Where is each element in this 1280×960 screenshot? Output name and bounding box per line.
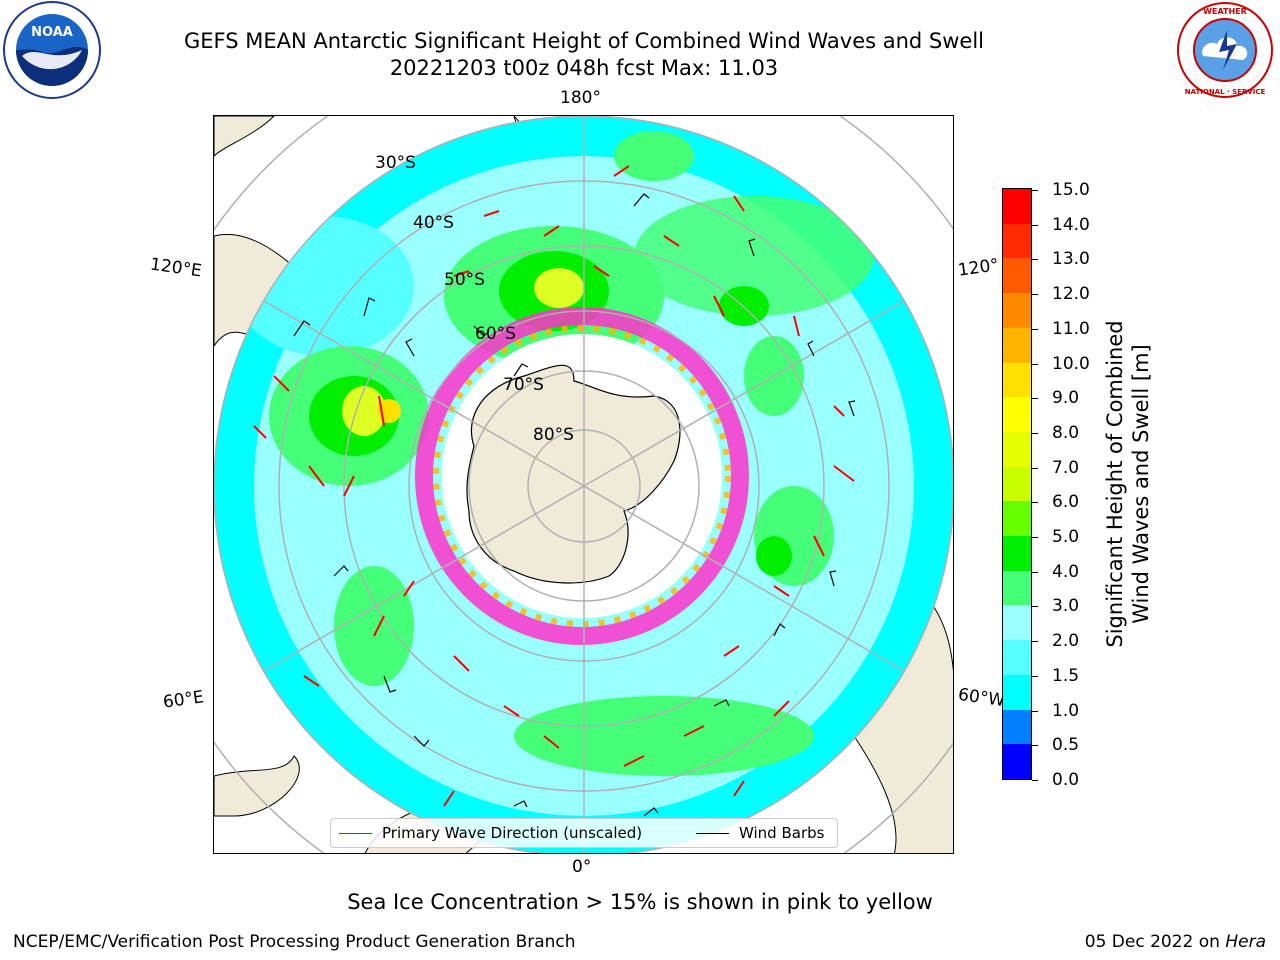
colorbar-tick bbox=[1032, 190, 1038, 191]
colorbar-title-line2: Wind Waves and Swell [m] bbox=[1129, 344, 1153, 624]
lon-label-0: 0° bbox=[572, 857, 592, 877]
colorbar bbox=[1002, 188, 1032, 780]
lat-label-80s: 80°S bbox=[533, 425, 574, 445]
colorbar-tick-label: 10.0 bbox=[1052, 353, 1090, 374]
colorbar-tick-label: 3.0 bbox=[1052, 596, 1080, 617]
svg-text:NATIONAL · SERVICE: NATIONAL · SERVICE bbox=[1185, 88, 1266, 96]
colorbar-tick bbox=[1032, 537, 1038, 539]
lon-label-180: 180° bbox=[560, 88, 601, 108]
colorbar-segment bbox=[1003, 293, 1031, 329]
colorbar-segment bbox=[1003, 640, 1031, 676]
map-legend: Primary Wave Direction (unscaled) Wind B… bbox=[330, 818, 838, 848]
colorbar-tick bbox=[1032, 224, 1038, 226]
lat-label-60s: 60°S bbox=[475, 324, 516, 344]
colorbar-tick-label: 15.0 bbox=[1052, 180, 1090, 200]
colorbar-tick bbox=[1032, 467, 1038, 469]
noaa-logo: NOAA bbox=[3, 1, 101, 99]
colorbar-tick-label: 14.0 bbox=[1052, 214, 1090, 235]
map-panel bbox=[213, 115, 954, 854]
footer-date-text: 05 Dec 2022 on bbox=[1084, 932, 1226, 952]
colorbar-tick bbox=[1032, 641, 1038, 643]
colorbar-segment bbox=[1003, 258, 1031, 294]
colorbar-tick bbox=[1032, 432, 1038, 434]
lat-label-70s: 70°S bbox=[503, 375, 544, 395]
wave-direction-arrows bbox=[253, 165, 855, 807]
colorbar-segment bbox=[1003, 362, 1031, 398]
colorbar-segment bbox=[1003, 466, 1031, 502]
legend-wave-label: Primary Wave Direction (unscaled) bbox=[382, 824, 643, 842]
chart-title: GEFS MEAN Antarctic Significant Height o… bbox=[183, 29, 985, 53]
lat-label-40s: 40°S bbox=[413, 213, 454, 233]
colorbar-tick bbox=[1032, 294, 1038, 296]
colorbar-tick bbox=[1032, 571, 1038, 573]
colorbar-tick bbox=[1032, 328, 1038, 330]
colorbar-title-line1: Significant Height of Combined bbox=[1103, 320, 1127, 648]
colorbar-segment bbox=[1003, 223, 1031, 259]
colorbar-segment bbox=[1003, 674, 1031, 711]
colorbar-tick-label: 13.0 bbox=[1052, 249, 1090, 270]
colorbar-tick-label: 5.0 bbox=[1052, 527, 1080, 548]
colorbar-tick-label: 6.0 bbox=[1052, 492, 1080, 513]
lon-label-120e: 120°E bbox=[148, 254, 203, 282]
footer-producer: NCEP/EMC/Verification Post Processing Pr… bbox=[13, 932, 576, 952]
colorbar-segment bbox=[1003, 397, 1031, 433]
colorbar-segment bbox=[1003, 605, 1031, 641]
colorbar-tick-label: 1.0 bbox=[1052, 700, 1080, 721]
wind-barbs bbox=[293, 193, 856, 817]
wave-height-map bbox=[214, 116, 953, 853]
colorbar-segment bbox=[1003, 327, 1031, 364]
colorbar-segment bbox=[1003, 570, 1031, 606]
colorbar-tick-label: 12.0 bbox=[1052, 284, 1090, 305]
colorbar-segment bbox=[1003, 744, 1031, 780]
sea-ice-caption: Sea Ice Concentration > 15% is shown in … bbox=[347, 890, 933, 914]
colorbar-segment bbox=[1003, 189, 1031, 225]
legend-wind-label: Wind Barbs bbox=[739, 824, 825, 842]
colorbar-segment bbox=[1003, 709, 1031, 745]
colorbar-tick-label: 0.0 bbox=[1052, 770, 1080, 790]
colorbar-tick bbox=[1032, 502, 1038, 504]
graticule bbox=[214, 116, 953, 853]
colorbar-segment bbox=[1003, 431, 1031, 468]
wave-direction-swatch bbox=[339, 833, 372, 834]
chart-subtitle: 20221203 t00z 048h fcst Max: 11.03 bbox=[389, 56, 779, 80]
colorbar-title: Significant Height of Combined Wind Wave… bbox=[1102, 254, 1158, 714]
colorbar-tick-label: 11.0 bbox=[1052, 318, 1090, 339]
antarctica bbox=[466, 364, 681, 584]
colorbar-tick-label: 9.0 bbox=[1052, 388, 1080, 409]
wind-barb-swatch bbox=[696, 833, 729, 834]
colorbar-tick-label: 1.5 bbox=[1052, 665, 1080, 686]
colorbar-tick-label: 7.0 bbox=[1052, 457, 1080, 478]
lon-label-60e: 60°E bbox=[161, 687, 206, 713]
colorbar-tick bbox=[1032, 606, 1038, 608]
colorbar-tick-label: 4.0 bbox=[1052, 561, 1080, 582]
colorbar-tick bbox=[1032, 745, 1038, 747]
lon-label-60w: 60°W bbox=[956, 684, 1007, 712]
colorbar-tick bbox=[1032, 675, 1038, 677]
colorbar-tick bbox=[1032, 710, 1038, 712]
colorbar-tick-label: 2.0 bbox=[1052, 631, 1080, 652]
lon-label-120w: 120° bbox=[956, 255, 1001, 281]
colorbar-tick-label: 0.5 bbox=[1052, 735, 1080, 756]
colorbar-tick-label: 8.0 bbox=[1052, 422, 1080, 443]
nws-logo: WEATHER NATIONAL · SERVICE bbox=[1177, 2, 1273, 98]
colorbar-segment bbox=[1003, 536, 1031, 572]
svg-text:NOAA: NOAA bbox=[31, 25, 73, 40]
colorbar-tick bbox=[1032, 398, 1038, 400]
lat-label-30s: 30°S bbox=[375, 153, 416, 173]
footer-machine: Hera bbox=[1225, 932, 1266, 952]
svg-text:WEATHER: WEATHER bbox=[1203, 7, 1247, 16]
colorbar-tick bbox=[1032, 363, 1038, 365]
footer-date: 05 Dec 2022 on Hera bbox=[1085, 932, 1266, 952]
colorbar-segment bbox=[1003, 501, 1031, 537]
lat-label-50s: 50°S bbox=[444, 270, 485, 290]
colorbar-tick bbox=[1032, 780, 1038, 781]
colorbar-tick bbox=[1032, 259, 1038, 261]
